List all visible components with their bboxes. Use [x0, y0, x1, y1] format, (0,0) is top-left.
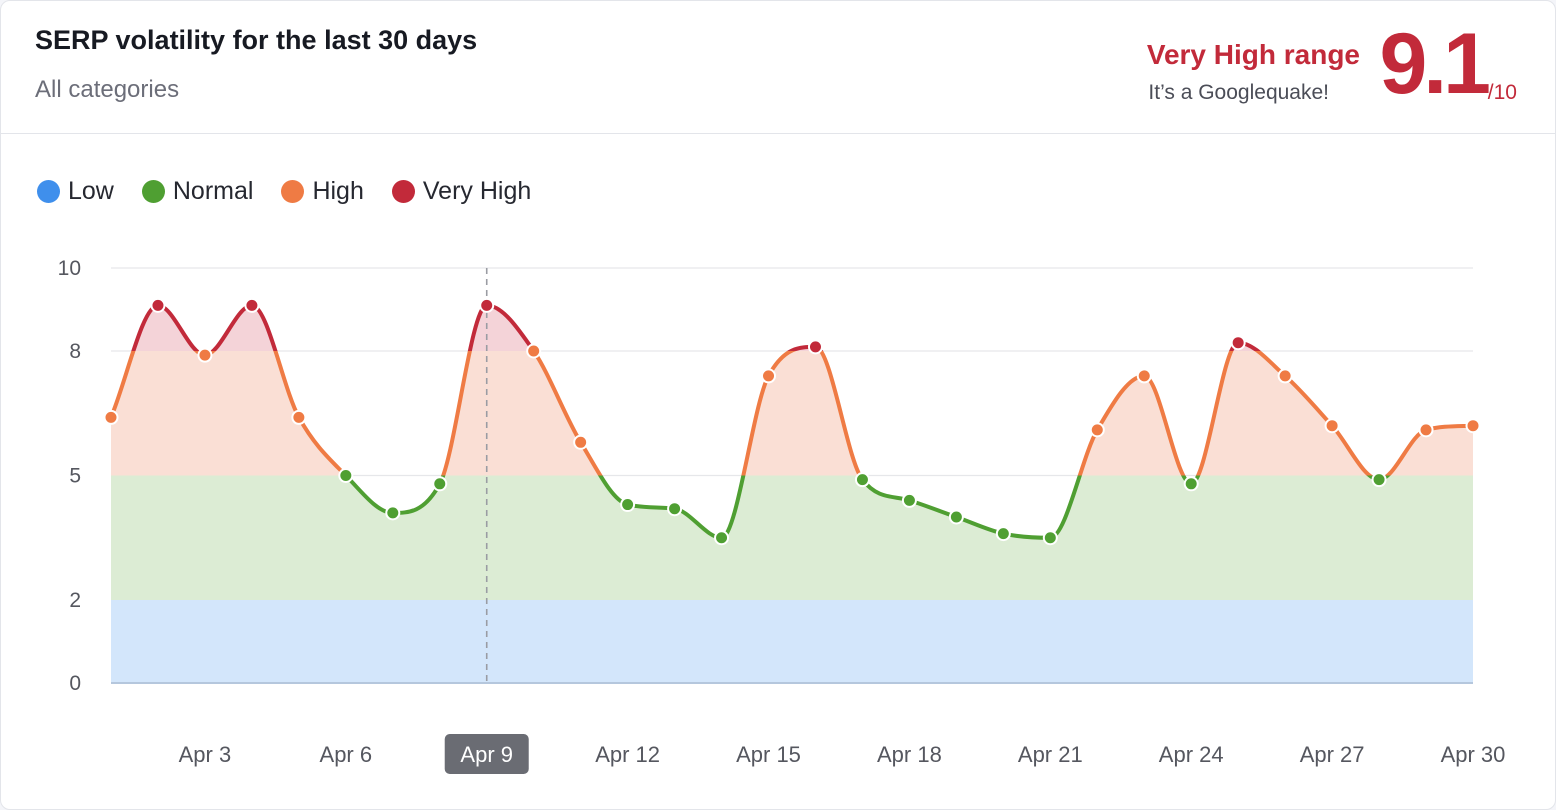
x-tick-label: Apr 6	[320, 742, 373, 767]
data-point[interactable]	[150, 297, 166, 313]
legend-label-normal: Normal	[172, 177, 254, 205]
data-point[interactable]	[479, 297, 495, 313]
x-tick-label: Apr 27	[1300, 742, 1365, 767]
data-point[interactable]	[385, 505, 401, 521]
data-point[interactable]	[761, 368, 777, 384]
data-point[interactable]	[573, 434, 589, 450]
x-tick-label: Apr 30	[1441, 742, 1506, 767]
data-point[interactable]	[1042, 530, 1058, 546]
band-normal	[111, 475, 1473, 600]
legend-item-high[interactable]: High	[281, 177, 364, 206]
data-point[interactable]	[197, 347, 213, 363]
data-point[interactable]	[291, 409, 307, 425]
data-point[interactable]	[1089, 422, 1105, 438]
x-tick-label-selected: Apr 9	[460, 742, 513, 767]
x-tick-label: Apr 15	[736, 742, 801, 767]
score-max: /10	[1487, 81, 1517, 104]
volatility-score: 9.1	[1379, 16, 1491, 112]
data-point[interactable]	[854, 472, 870, 488]
x-tick-label: Apr 24	[1159, 742, 1224, 767]
x-tick-label: Apr 18	[877, 742, 942, 767]
legend-dot-normal	[141, 180, 165, 203]
x-tick-label: Apr 3	[179, 742, 232, 767]
data-point[interactable]	[1277, 368, 1293, 384]
data-point[interactable]	[667, 501, 683, 517]
data-point[interactable]	[807, 339, 823, 355]
x-tick-label: Apr 21	[1018, 742, 1083, 767]
data-point[interactable]	[432, 476, 448, 492]
band-high	[111, 351, 1473, 476]
data-point[interactable]	[714, 530, 730, 546]
data-point[interactable]	[103, 409, 119, 425]
y-tick-label: 2	[69, 589, 81, 612]
y-tick-label: 5	[69, 465, 81, 488]
data-point[interactable]	[948, 509, 964, 525]
data-point[interactable]	[620, 497, 636, 513]
y-tick-label: 10	[58, 257, 81, 280]
range-description: It’s a Googlequake!	[1148, 81, 1329, 104]
data-point[interactable]	[244, 297, 260, 313]
data-point[interactable]	[995, 526, 1011, 542]
legend-label-high: High	[312, 177, 364, 205]
legend-label-low: Low	[68, 177, 114, 205]
data-point[interactable]	[526, 343, 542, 359]
chart-title: SERP volatility for the last 30 days	[35, 25, 478, 55]
data-point[interactable]	[1418, 422, 1434, 438]
data-point[interactable]	[1465, 418, 1481, 434]
data-point[interactable]	[1324, 418, 1340, 434]
legend-dot-high	[281, 180, 305, 203]
legend-label-very-high: Very High	[422, 177, 532, 205]
data-point[interactable]	[901, 492, 917, 508]
card-header: SERP volatility for the last 30 days All…	[1, 1, 1555, 134]
legend-dot-low	[37, 180, 60, 203]
legend-item-low[interactable]: Low	[37, 177, 114, 206]
data-point[interactable]	[338, 468, 354, 483]
x-tick-label: Apr 12	[595, 742, 660, 767]
data-point[interactable]	[1136, 368, 1152, 384]
band-very-high	[111, 305, 1473, 351]
legend-item-normal[interactable]: Normal	[141, 177, 254, 206]
y-tick-label: 8	[69, 340, 81, 363]
legend-item-very-high[interactable]: Very High	[391, 177, 532, 206]
data-point[interactable]	[1183, 476, 1199, 492]
range-label: Very High range	[1146, 39, 1360, 70]
band-low	[111, 600, 1473, 683]
category-selector[interactable]: All categories	[35, 76, 180, 103]
data-point[interactable]	[1230, 335, 1246, 351]
highlight-date-tag	[444, 734, 529, 774]
y-tick-label: 0	[69, 672, 81, 695]
chart-legend: Low Normal High Very High	[37, 177, 531, 206]
data-point[interactable]	[1371, 472, 1387, 488]
legend-dot-very-high	[391, 180, 415, 203]
